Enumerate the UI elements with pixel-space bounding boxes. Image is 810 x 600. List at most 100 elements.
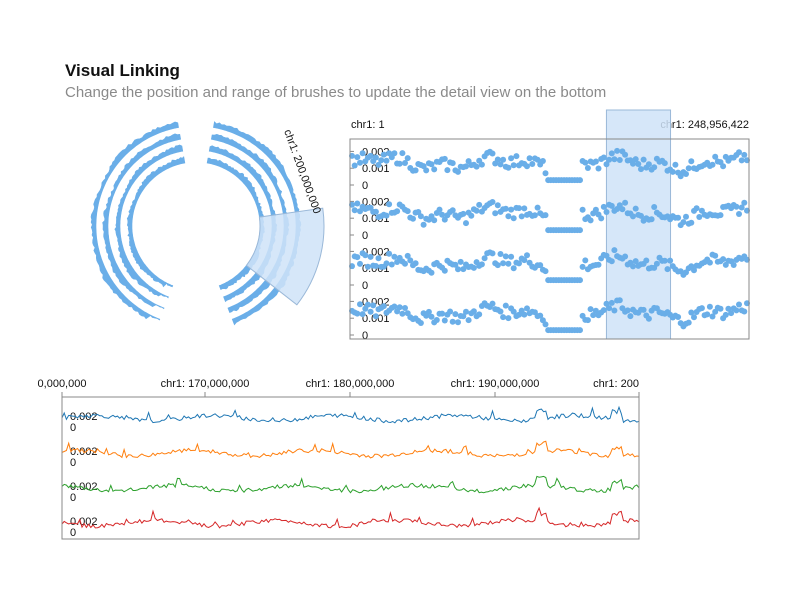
y-tick-label: 0 [70, 422, 76, 434]
data-point [704, 311, 710, 317]
data-point [577, 327, 583, 333]
x-tick-label: chr1: 180,000,000 [306, 378, 395, 390]
data-point [696, 214, 702, 220]
y-tick-label: 0 [362, 330, 368, 342]
data-point [736, 149, 742, 155]
data-point [495, 262, 501, 268]
data-point [354, 254, 360, 260]
data-point [741, 152, 747, 158]
data-point [437, 207, 443, 213]
data-point [434, 317, 440, 323]
data-point [468, 213, 474, 219]
data-point [463, 163, 469, 169]
data-point [527, 155, 533, 161]
data-point [577, 277, 583, 283]
data-point [357, 160, 363, 166]
data-point [455, 266, 461, 272]
data-point [386, 251, 392, 257]
data-point [500, 157, 506, 163]
data-point [354, 311, 360, 317]
data-point [683, 171, 689, 177]
data-point [373, 263, 379, 269]
x-tick-label: chr1: 200 [593, 378, 639, 390]
data-point [635, 161, 641, 167]
data-point [455, 169, 461, 175]
data-point [641, 157, 647, 163]
data-point [617, 157, 623, 163]
data-point [577, 177, 583, 183]
data-point [378, 157, 384, 163]
data-point [630, 263, 636, 269]
data-point [543, 212, 549, 218]
linear-brush[interactable] [606, 110, 670, 339]
data-point [513, 153, 519, 159]
data-point [442, 268, 448, 274]
data-point [646, 316, 652, 322]
data-point [389, 262, 395, 268]
x-tick-label: chr1: 190,000,000 [451, 378, 540, 390]
data-point [593, 159, 599, 165]
data-point [688, 220, 694, 226]
detail-line-track-2 [62, 441, 639, 458]
data-point [680, 219, 686, 225]
data-point [543, 170, 549, 176]
detail-line-track-1 [62, 407, 639, 423]
data-point [362, 252, 368, 258]
y-tick-label: 0 [362, 180, 368, 192]
detail-line-track-3 [62, 476, 639, 492]
data-point [601, 204, 607, 210]
data-point [614, 148, 620, 154]
data-point [596, 262, 602, 268]
data-point [386, 201, 392, 207]
data-point [694, 205, 700, 211]
circular-overview: chr1: 200,000,000 [91, 122, 324, 325]
data-point [598, 215, 604, 221]
data-point [450, 160, 456, 166]
y-tick-label: 0 [70, 492, 76, 504]
detail-tracks: 0.00200.00200.00200.0020 [62, 407, 639, 539]
data-point [683, 214, 689, 220]
data-point [352, 163, 358, 169]
data-point [442, 318, 448, 324]
data-point [376, 255, 382, 261]
data-point [654, 261, 660, 267]
detail-view: 0,000,000 chr1: 170,000,000 chr1: 180,000,… [38, 378, 639, 539]
data-point [604, 209, 610, 215]
data-point [601, 307, 607, 313]
data-point [373, 155, 379, 161]
data-point [710, 162, 716, 168]
data-point [582, 160, 588, 166]
data-point [577, 227, 583, 233]
y-tick-label: 0 [362, 280, 368, 292]
data-point [360, 150, 366, 156]
data-point [511, 215, 517, 221]
data-point [368, 309, 374, 315]
data-point [505, 165, 511, 171]
data-point [498, 309, 504, 315]
x-start-label: chr1: 1 [351, 119, 385, 131]
y-tick-label: 0 [70, 527, 76, 539]
data-point [413, 260, 419, 266]
data-point [733, 204, 739, 210]
data-point [399, 311, 405, 317]
data-point [508, 155, 514, 161]
data-point [463, 220, 469, 226]
data-point [736, 211, 742, 217]
data-point [651, 164, 657, 170]
data-point [391, 254, 397, 260]
data-point [741, 309, 747, 315]
data-point [516, 205, 522, 211]
data-point [394, 208, 400, 214]
data-point [368, 254, 374, 260]
linear-track-2: 0.0020.0010 [349, 196, 750, 242]
y-tick-label: 0 [362, 230, 368, 242]
data-point [431, 217, 437, 223]
data-point [723, 312, 729, 318]
data-point [521, 205, 527, 211]
data-point [500, 314, 506, 320]
data-point [532, 212, 538, 218]
data-point [519, 213, 525, 219]
data-point [405, 208, 411, 214]
